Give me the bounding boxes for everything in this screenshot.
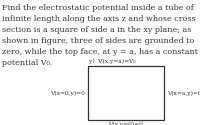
Text: y↑ V(x,y=a)=V₀: y↑ V(x,y=a)=V₀ <box>88 59 136 64</box>
Text: infinite length along the axis z and whose cross: infinite length along the axis z and who… <box>2 15 196 23</box>
Text: V(x,y=0)=0: V(x,y=0)=0 <box>109 122 143 125</box>
Text: zero, while the top face, at y = a, has a constant: zero, while the top face, at y = a, has … <box>2 48 198 56</box>
Text: shown in figure, three of sides are grounded to: shown in figure, three of sides are grou… <box>2 37 194 45</box>
Text: Find the electrostatic potential inside a tube of: Find the electrostatic potential inside … <box>2 4 194 12</box>
Text: V(x=0,y)=0: V(x=0,y)=0 <box>50 90 85 96</box>
Text: section is a square of side a in the xy plane; as: section is a square of side a in the xy … <box>2 26 191 34</box>
Text: potential V₀.: potential V₀. <box>2 59 52 67</box>
Bar <box>88 66 164 120</box>
Text: V(x=a,y)=0: V(x=a,y)=0 <box>167 90 200 96</box>
